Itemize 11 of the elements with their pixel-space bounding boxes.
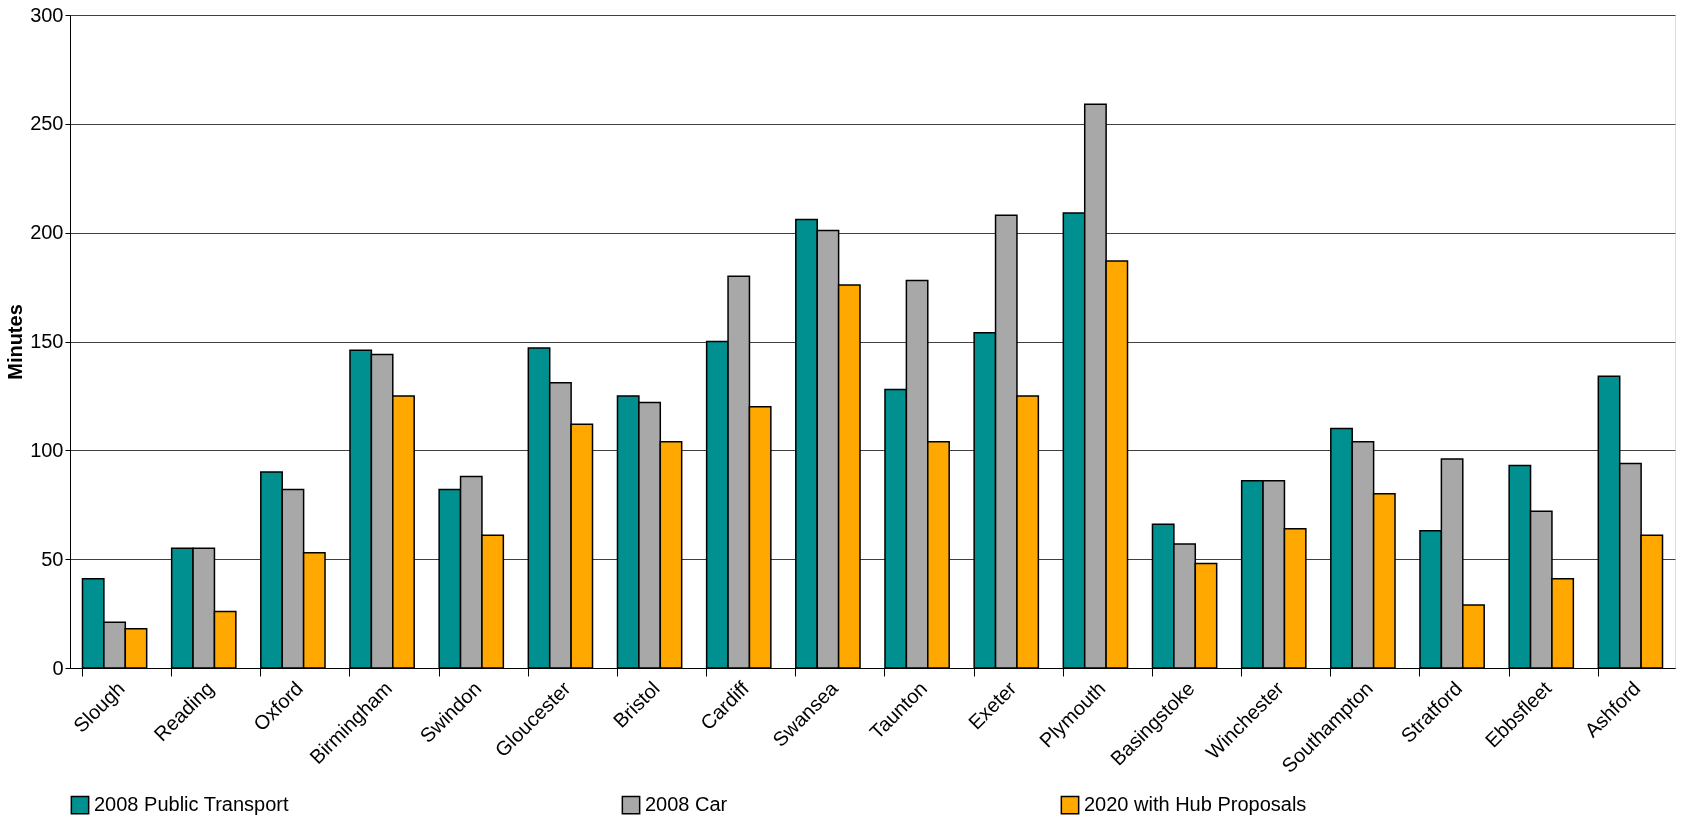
y-tick-label: 150 [30, 330, 64, 352]
y-tick-label: 250 [30, 112, 64, 135]
y-axis-title: Minutes [4, 304, 27, 380]
y-tick-label: 0 [52, 656, 64, 679]
legend-label: 2020 with Hub Proposals [1084, 793, 1307, 816]
y-tick-label: 300 [30, 3, 64, 26]
y-tick-label: 100 [30, 438, 64, 461]
y-tick-label: 50 [41, 547, 64, 570]
legend-label: 2008 Public Transport [94, 793, 289, 816]
y-tick-label: 200 [30, 221, 64, 244]
legend-label: 2008 Car [645, 793, 728, 816]
